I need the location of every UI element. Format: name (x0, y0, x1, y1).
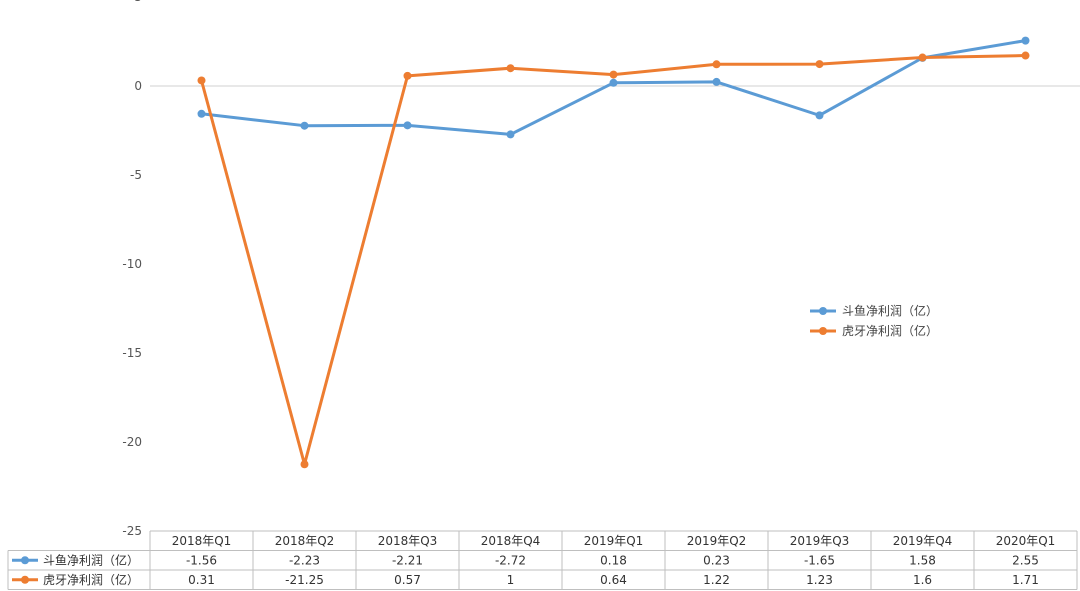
data-point (197, 109, 206, 118)
data-point (1021, 36, 1030, 45)
y-tick-label: 0 (134, 79, 142, 93)
data-label: 0.57 (394, 573, 421, 587)
data-label: 1.23 (806, 573, 833, 587)
data-point (1021, 51, 1030, 60)
data-point (918, 53, 927, 62)
data-point (403, 71, 412, 80)
data-label: 0.18 (600, 554, 627, 568)
series-line (201, 39, 1026, 136)
legend-label: 斗鱼净利润（亿） (842, 303, 938, 318)
data-label: 0.64 (600, 573, 627, 587)
table-legend-marker (21, 575, 29, 584)
data-label: -2.21 (392, 554, 423, 568)
data-point (300, 121, 309, 130)
data-label: 0.31 (188, 573, 215, 587)
x-tick-label: 2018年Q1 (172, 534, 232, 548)
table-legend-marker (21, 556, 29, 565)
data-point (403, 121, 412, 130)
x-tick-label: 2019年Q1 (584, 534, 644, 548)
legend-label: 虎牙净利润（亿） (842, 323, 938, 338)
data-label: -1.65 (804, 554, 835, 568)
data-table: 2018年Q1 2018年Q2 2018年Q3 2018年Q4 2019年Q1 2019年… (7, 530, 1078, 590)
data-point (609, 78, 618, 87)
series-2 (197, 51, 1030, 469)
legend-swatch-marker (819, 327, 827, 335)
data-point (712, 60, 721, 69)
data-label: 2.55 (1012, 554, 1039, 568)
y-tick-label: -5 (130, 168, 142, 182)
data-label: 1.71 (1012, 573, 1039, 587)
table-row-label: 斗鱼净利润（亿） (43, 553, 139, 568)
data-point (197, 76, 206, 85)
y-tick-label: -20 (122, 435, 142, 449)
y-tick-label: 5 (134, 0, 142, 4)
data-label: 1 (507, 573, 515, 587)
legend-swatch-marker (819, 307, 827, 315)
x-tick-label: 2019年Q2 (687, 534, 747, 548)
x-tick-label: 2019年Q4 (893, 534, 953, 548)
data-point (300, 460, 309, 469)
data-label: 0.23 (703, 554, 730, 568)
data-label: -21.25 (285, 573, 324, 587)
data-label: -2.23 (289, 554, 320, 568)
data-label: 1.58 (909, 554, 936, 568)
data-label: 1.6 (913, 573, 932, 587)
x-tick-label: 2019年Q3 (790, 534, 850, 548)
table-row-label: 虎牙净利润（亿） (43, 572, 139, 587)
data-label: 1.22 (703, 573, 730, 587)
series-line (200, 54, 1026, 466)
y-tick-label: -10 (122, 257, 142, 271)
data-point (712, 77, 721, 86)
series-1 (197, 36, 1030, 139)
data-point (506, 64, 515, 73)
data-label: -2.72 (495, 554, 526, 568)
x-tick-label: 2020年Q1 (996, 534, 1056, 548)
y-axis: 5 0 -5 -10 -15 -20 -25 (122, 0, 142, 538)
series-layer (197, 36, 1030, 469)
x-tick-label: 2018年Q2 (275, 534, 335, 548)
data-point (815, 60, 824, 69)
data-point (815, 111, 824, 120)
data-label: -1.56 (186, 554, 217, 568)
y-tick-label: -15 (122, 346, 142, 360)
data-point (609, 70, 618, 79)
y-tick-label: -25 (122, 524, 142, 538)
data-point (506, 130, 515, 139)
legend: 斗鱼净利润（亿） 虎牙净利润（亿） (810, 303, 938, 338)
x-tick-label: 2018年Q3 (378, 534, 438, 548)
x-tick-label: 2018年Q4 (481, 534, 541, 548)
